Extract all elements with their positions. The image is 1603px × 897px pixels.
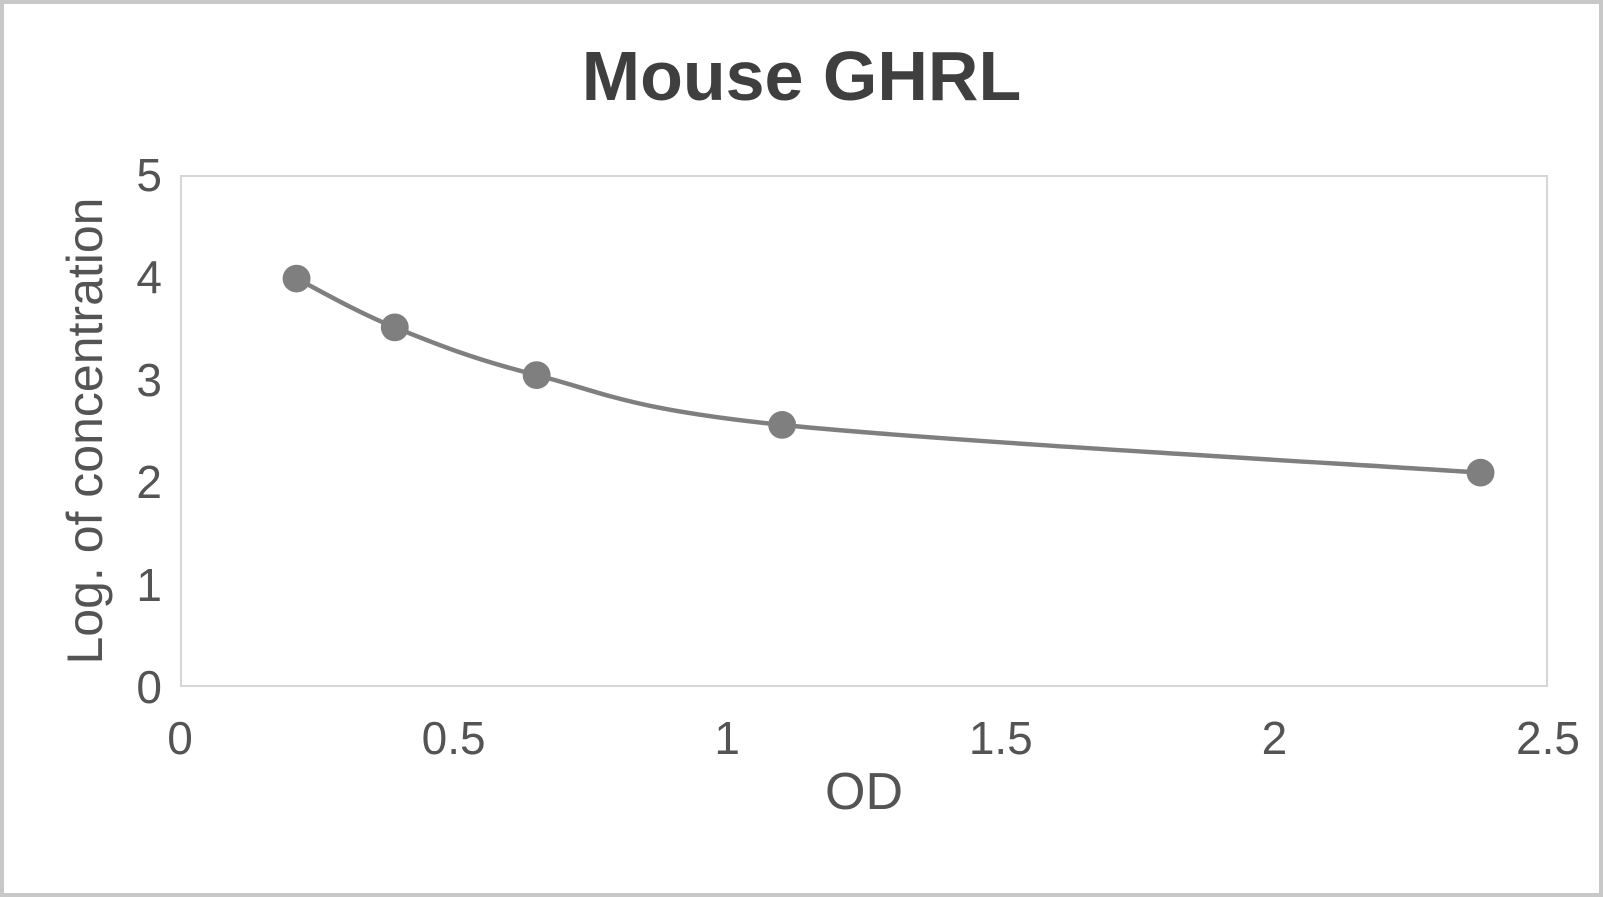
series-plot xyxy=(282,264,1495,487)
x-tick-label: 2.5 xyxy=(1516,712,1580,764)
x-tick-label: 0.5 xyxy=(421,712,486,764)
y-tick-label: 2 xyxy=(136,456,162,509)
x-axis-title: OD xyxy=(825,763,903,821)
data-point-marker xyxy=(380,313,409,342)
y-tick-label: 5 xyxy=(136,149,162,201)
x-tick-label: 1.5 xyxy=(968,712,1033,764)
data-point-marker xyxy=(1466,458,1495,487)
series-line xyxy=(295,276,1481,475)
y-tick-label: 3 xyxy=(136,353,162,406)
x-tick-label: 2 xyxy=(1261,712,1288,764)
y-tick-label: 1 xyxy=(136,558,162,611)
x-tick-label: 1 xyxy=(714,712,740,764)
x-tick-label: 0 xyxy=(167,712,193,764)
data-point-marker xyxy=(522,361,551,390)
y-tick-label: 0 xyxy=(136,661,162,713)
data-point-marker xyxy=(768,411,797,439)
y-tick-label: 4 xyxy=(136,251,162,304)
plot-area xyxy=(180,175,1548,687)
chart-title: Mouse GHRL xyxy=(581,37,1022,115)
data-point-marker xyxy=(282,264,311,293)
